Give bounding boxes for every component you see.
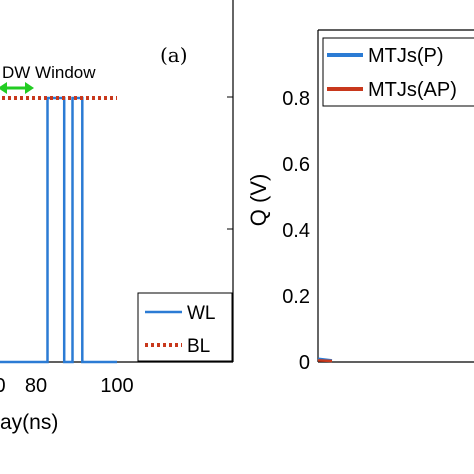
legend-label-bl: BL xyxy=(187,336,210,357)
legend-box xyxy=(322,37,474,107)
x-tick-label: 80 xyxy=(25,375,47,397)
dw-window-annotation: DW Window xyxy=(2,63,96,82)
left-legend: WL BL xyxy=(137,292,233,362)
legend-label-p: MTJs(P) xyxy=(368,45,444,67)
left-series-wl xyxy=(0,96,117,364)
x-tick-label: 0 xyxy=(0,375,6,397)
left-series-group xyxy=(0,96,117,364)
y-tick-label: 0 xyxy=(299,352,310,374)
right-panel: 0 0.2 0.4 0.6 0.8 Q (V) MTJs(P) MTJs(AP) xyxy=(246,29,474,374)
right-series-group xyxy=(317,357,333,363)
y-tick-label: 0.4 xyxy=(282,220,310,242)
y-axis-label: Q (V) xyxy=(246,174,271,227)
y-tick-label: 0.8 xyxy=(282,88,310,110)
y-tick-label: 0.2 xyxy=(282,286,310,308)
legend-label-ap: MTJs(AP) xyxy=(368,79,457,101)
dw-window-arrow xyxy=(0,82,34,94)
y-tick-label: 0.6 xyxy=(282,154,310,176)
right-legend: MTJs(P) MTJs(AP) xyxy=(322,37,474,107)
x-tick-label: 100 xyxy=(100,375,133,397)
right-series-mtjs-ap- xyxy=(317,359,333,363)
x-axis-label: ay(ns) xyxy=(0,411,58,434)
left-panel: (a) DW Window 0 80 100 ay(ns) WL BL xyxy=(0,0,234,434)
legend-label-wl: WL xyxy=(187,303,216,324)
legend-box xyxy=(137,292,233,362)
panel-label: (a) xyxy=(160,43,188,67)
